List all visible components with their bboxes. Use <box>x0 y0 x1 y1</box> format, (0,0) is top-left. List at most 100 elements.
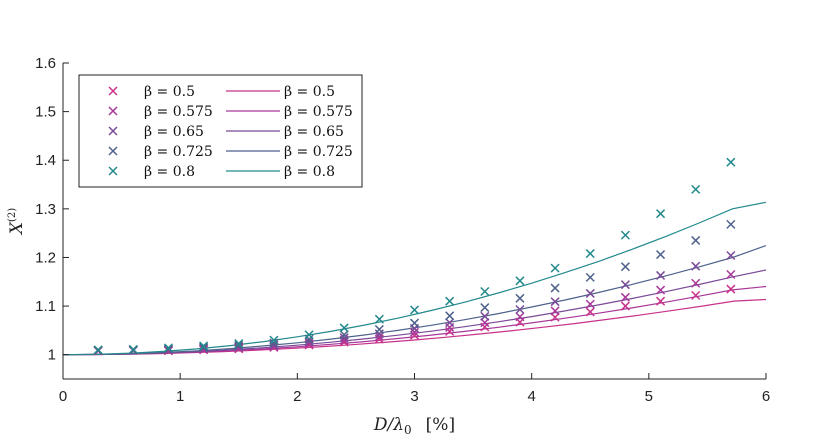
data-point <box>620 301 630 311</box>
series-line <box>62 201 767 356</box>
data-point <box>515 293 525 303</box>
data-point-stroke <box>199 342 209 352</box>
data-point <box>585 272 595 282</box>
x-tick-label: 4 <box>527 388 535 405</box>
data-point-stroke <box>515 304 525 315</box>
x-tick-label: 1 <box>176 388 184 405</box>
data-point <box>304 337 314 347</box>
data-point-stroke <box>726 250 736 261</box>
data-point <box>199 341 209 351</box>
legend-marker-stroke <box>108 86 118 96</box>
data-point <box>726 284 736 294</box>
legend-marker-label: β = 0.575 <box>144 104 213 120</box>
data-point <box>480 286 490 297</box>
y-tick-label: 1.2 <box>35 249 56 266</box>
data-point <box>620 280 630 290</box>
data-point-stroke <box>480 286 490 297</box>
data-point-stroke <box>656 296 666 306</box>
data-point-stroke <box>515 293 525 303</box>
data-point-stroke <box>269 335 279 345</box>
data-point-stroke <box>620 230 630 240</box>
data-point-stroke <box>726 219 736 229</box>
axes: 0 1 2 3 4 5 6 1 1.1 1.2 1.3 1.4 1.5 1.6 D/λ0 [%] X(2) <box>7 55 770 437</box>
series-line <box>62 245 767 356</box>
data-point <box>550 306 560 316</box>
data-point <box>199 342 209 352</box>
data-point <box>691 278 701 288</box>
data-point <box>480 311 490 321</box>
data-point-stroke <box>691 184 701 194</box>
data-point-stroke <box>374 314 384 324</box>
data-point-stroke <box>691 290 701 300</box>
data-point-stroke <box>585 307 595 317</box>
data-point <box>163 343 173 353</box>
series-line <box>62 298 767 356</box>
data-point-stroke <box>550 263 560 273</box>
data-point <box>726 250 736 261</box>
x-tick-label: 6 <box>762 388 770 405</box>
data-point-stroke <box>409 305 420 315</box>
data-point-stroke <box>515 276 525 286</box>
data-point-stroke <box>374 332 384 342</box>
series-line <box>62 285 767 356</box>
y-axis-label: X(2) <box>7 208 27 236</box>
data-point-stroke <box>445 318 455 328</box>
legend-marker <box>108 146 118 156</box>
data-point <box>585 249 595 259</box>
data-point-stroke <box>445 311 455 321</box>
data-point <box>726 157 736 167</box>
data-point <box>445 296 455 306</box>
data-point <box>585 288 595 298</box>
data-point-stroke <box>726 157 736 167</box>
data-point-stroke <box>234 340 244 350</box>
data-point <box>691 235 701 245</box>
data-point <box>234 340 244 350</box>
data-point <box>93 345 103 355</box>
data-point-stroke <box>409 318 420 328</box>
legend-line-label: β = 0.725 <box>284 144 353 160</box>
legend-line-label: β = 0.5 <box>284 84 335 100</box>
legend-marker <box>108 166 118 176</box>
data-point-stroke <box>656 209 666 219</box>
x-tick-label: 0 <box>59 388 67 405</box>
legend-marker-label: β = 0.725 <box>144 144 213 160</box>
x-axis-label: D/λ0 [%] <box>373 415 455 437</box>
data-point <box>339 330 349 340</box>
legend-line-label: β = 0.65 <box>284 124 344 140</box>
y-tick-label: 1.5 <box>35 104 56 121</box>
data-point-stroke <box>234 342 244 352</box>
data-point-stroke <box>550 306 560 316</box>
legend-marker-label: β = 0.65 <box>144 124 204 140</box>
data-point-stroke <box>199 341 209 351</box>
data-point <box>691 290 701 300</box>
data-point-stroke <box>691 235 701 245</box>
data-point <box>656 296 666 306</box>
data-point-stroke <box>550 297 560 307</box>
data-point <box>234 342 244 352</box>
data-point <box>374 332 384 342</box>
data-point <box>304 330 314 340</box>
data-point <box>515 304 525 315</box>
y-tick-label: 1 <box>48 347 56 364</box>
data-point <box>726 219 736 229</box>
data-point-stroke <box>374 324 384 334</box>
data-point-stroke <box>656 250 666 260</box>
data-point-stroke <box>656 270 666 280</box>
data-point-stroke <box>445 296 455 306</box>
legend-marker-stroke <box>108 166 118 176</box>
data-point <box>656 285 666 295</box>
data-point-stroke <box>726 269 736 280</box>
data-point-stroke <box>620 262 630 272</box>
legend-marker-label: β = 0.8 <box>144 164 195 180</box>
data-point-stroke <box>620 301 630 311</box>
data-point <box>585 307 595 317</box>
data-point <box>269 338 279 348</box>
data-point <box>620 230 630 240</box>
data-point <box>691 261 701 271</box>
data-point <box>550 263 560 273</box>
data-point <box>339 333 349 343</box>
data-point <box>374 314 384 324</box>
data-point-stroke <box>480 303 490 313</box>
data-point-stroke <box>339 333 349 343</box>
